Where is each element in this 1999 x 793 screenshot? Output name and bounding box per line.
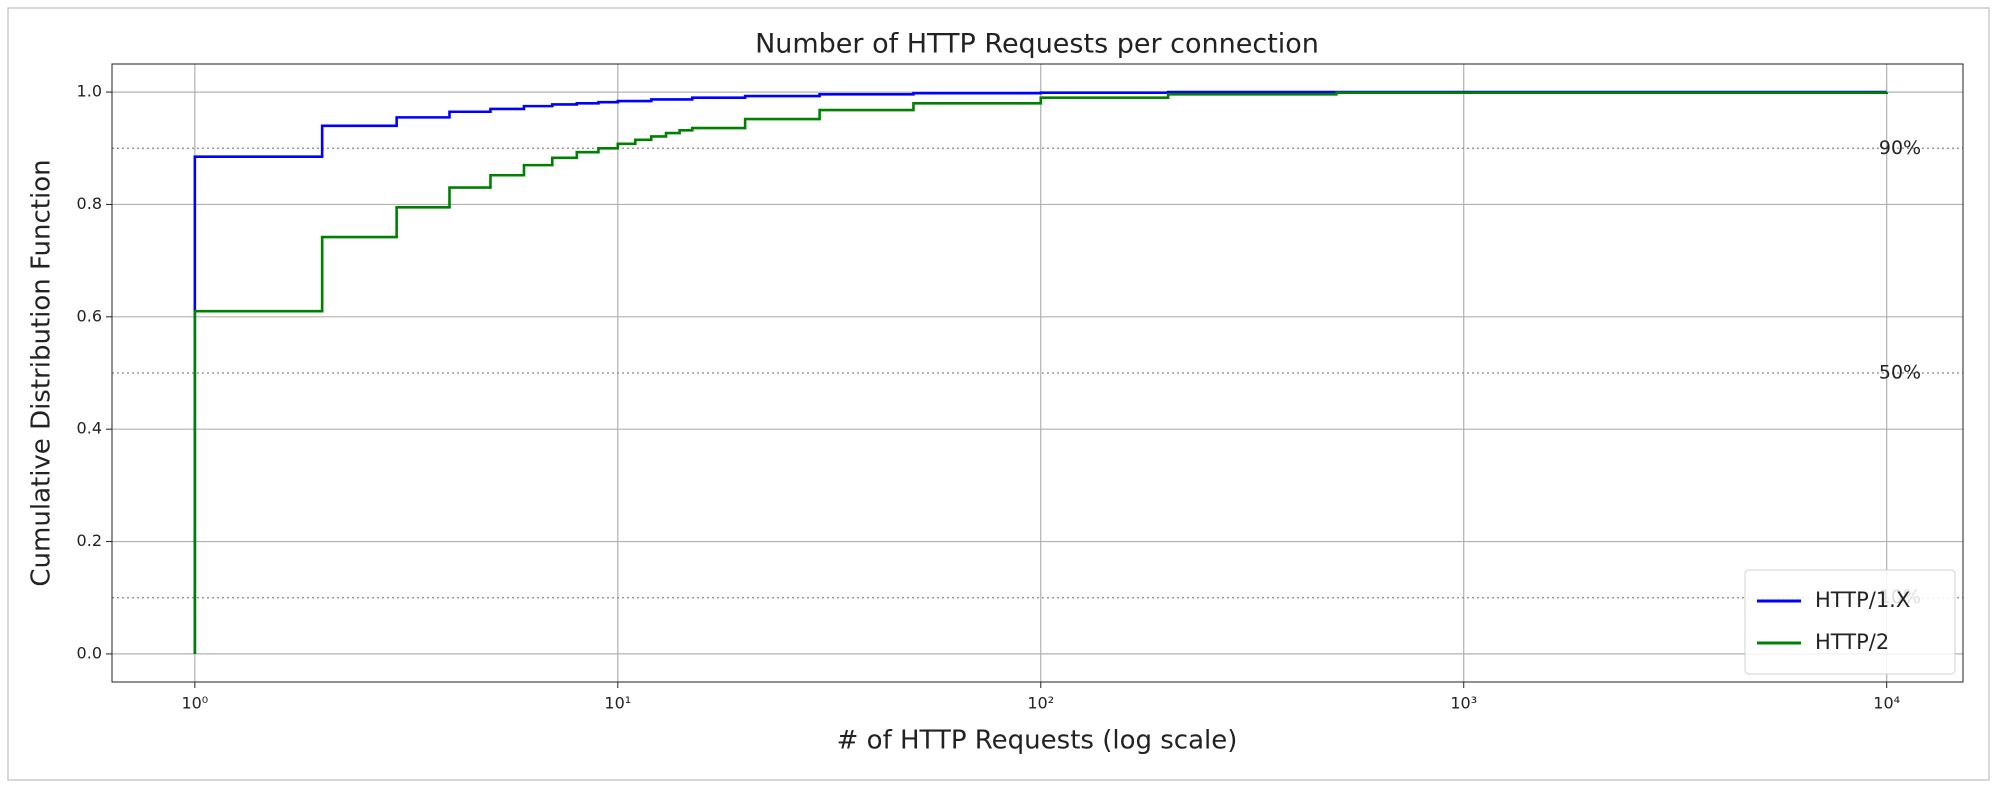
cdf-line	[193, 91, 1888, 654]
x-axis-label: # of HTTP Requests (log scale)	[837, 726, 1238, 756]
y-tick-label: 0.8	[77, 194, 102, 213]
reference-label: 90%	[1879, 137, 1921, 159]
x-tick-label: 10²	[1027, 694, 1054, 713]
legend-box	[1744, 569, 1956, 675]
legend-label: HTTP/2	[1815, 630, 1889, 654]
y-tick-label: 0.4	[77, 419, 102, 438]
y-tick-label: 0.2	[77, 531, 102, 550]
reference-label: 50%	[1879, 362, 1921, 384]
plot-frame	[111, 63, 1964, 683]
x-tick-label: 10¹	[604, 694, 631, 713]
chart-title: Number of HTTP Requests per connection	[755, 29, 1319, 60]
y-tick-label: 1.0	[77, 82, 102, 101]
y-tick-label: 0.6	[77, 306, 102, 325]
x-tick-label: 10⁴	[1873, 694, 1900, 713]
y-tick-label: 0.0	[77, 643, 102, 662]
y-axis-label: Cumulative Distribution Function	[27, 159, 57, 586]
x-tick-label: 10⁰	[181, 694, 208, 713]
cdf-line	[193, 90, 1887, 654]
x-tick-label: 10³	[1450, 694, 1477, 713]
frame	[7, 7, 1990, 781]
legend-label: HTTP/1.X	[1815, 588, 1910, 612]
